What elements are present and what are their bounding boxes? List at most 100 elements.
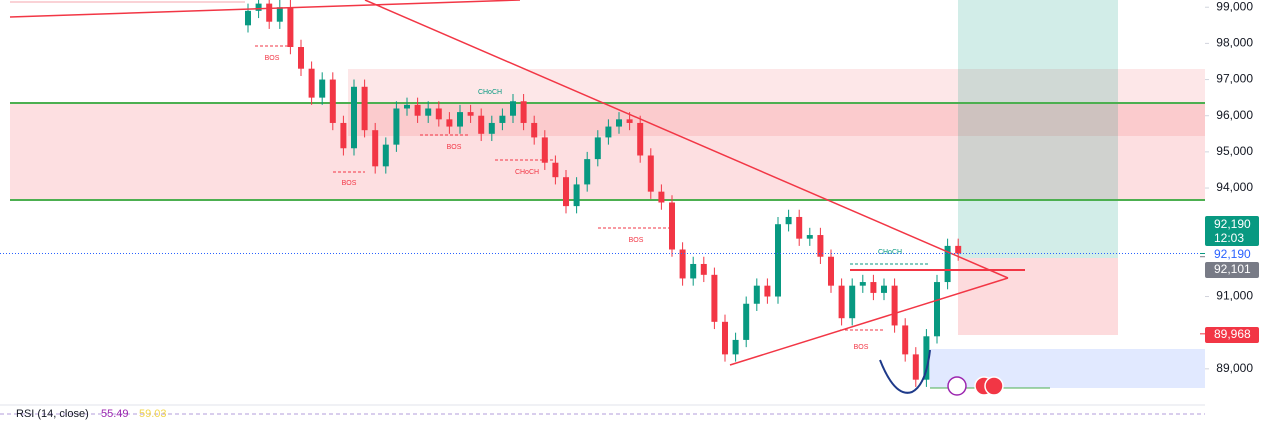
candle-body — [753, 285, 760, 304]
price-axis: 99,000 98,000 97,000 96,000 95,000 94,000 91,0… — [1205, 0, 1253, 375]
candle-body — [308, 68, 315, 98]
candle-body — [669, 202, 675, 250]
annotation: BOS — [447, 144, 462, 151]
candle-body — [499, 115, 506, 123]
mark-price-tag — [1205, 262, 1259, 278]
indicator-value: 59.03 — [139, 408, 167, 420]
candle-body — [287, 7, 294, 48]
candle-body — [382, 144, 389, 167]
annotation: CHoCH — [878, 249, 902, 256]
candle-body — [435, 108, 442, 120]
candle-body — [605, 126, 612, 138]
candle-body — [573, 184, 580, 207]
range-zone — [10, 104, 1205, 200]
y-tick-label: 98,000 — [1216, 36, 1253, 50]
last-price-label: 92,190 — [1214, 217, 1251, 231]
candle-body — [859, 282, 866, 286]
candle-body — [806, 235, 813, 239]
candle-body — [785, 216, 792, 225]
candle-body — [711, 274, 718, 322]
candle-body — [531, 122, 538, 138]
candle-body — [722, 321, 728, 355]
event-icon — [947, 376, 967, 396]
annotation: BOS — [854, 344, 869, 351]
candle-body — [944, 245, 951, 283]
candle-body — [637, 122, 644, 156]
candle-body — [266, 3, 273, 22]
candle-body — [934, 282, 940, 337]
annotation: BOS — [265, 55, 280, 62]
annotation: CHoCH — [478, 89, 502, 96]
candle-body — [912, 354, 919, 380]
candle-body — [764, 285, 771, 297]
target-zone — [958, 0, 1118, 258]
candle-body — [849, 285, 856, 319]
candle-body — [902, 325, 909, 355]
trend-line — [9, 0, 521, 18]
candle-body — [446, 119, 453, 127]
candle-body — [955, 245, 962, 254]
candle-body — [796, 216, 803, 239]
candle-body — [510, 101, 516, 116]
candle-body — [351, 86, 357, 149]
candle-body — [541, 137, 548, 163]
candle-body — [563, 177, 569, 207]
candle-body — [700, 263, 707, 275]
candle-body — [626, 119, 633, 123]
event-icon — [984, 376, 1004, 396]
y-tick-label: 89,000 — [1216, 361, 1253, 375]
candle-body — [923, 336, 930, 380]
candle-body — [552, 162, 559, 178]
countdown-label: 12:03 — [1214, 231, 1244, 245]
candle-body — [478, 115, 485, 134]
candle-body — [891, 285, 898, 326]
candle-body — [870, 282, 877, 293]
trend-line — [364, 0, 1009, 279]
y-tick-label: 97,000 — [1216, 72, 1253, 86]
candles — [245, 0, 962, 387]
indicator-value: 55.49 — [101, 408, 129, 420]
candle-body — [467, 112, 474, 116]
candle-body — [817, 235, 824, 257]
candle-body — [404, 104, 410, 109]
candle-body — [488, 122, 495, 134]
candle-body — [679, 249, 686, 279]
candle-body — [658, 191, 665, 203]
candle-body — [616, 119, 622, 127]
zones — [10, 0, 1205, 389]
y-tick-label: 94,000 — [1216, 180, 1253, 194]
demand-zone — [930, 349, 1205, 388]
candle-body — [594, 137, 601, 160]
annotations: BOS BOS BOS CHoCH CHoCH BOS CHoCH BOS — [265, 55, 902, 351]
candle-body — [255, 3, 262, 11]
price-tags: 92,190 12:03 92,190 92,101 89,968 — [1205, 216, 1259, 343]
trend-line — [729, 277, 1009, 366]
indicator-label: RSI (14, close) — [16, 408, 89, 420]
y-tick-label: 95,000 — [1216, 144, 1253, 158]
candle-body — [743, 303, 750, 340]
candle-body — [361, 86, 368, 131]
stop-price-label: 89,968 — [1214, 327, 1251, 341]
y-tick-label: 96,000 — [1216, 108, 1253, 122]
candle-body — [838, 285, 845, 319]
candle-body — [319, 79, 326, 98]
annotation: BOS — [342, 180, 357, 187]
event-icons — [947, 376, 1004, 396]
candle-body — [732, 339, 739, 355]
stop-price-tag — [1205, 327, 1259, 343]
candle-body — [393, 108, 400, 145]
candle-body — [372, 130, 379, 167]
last-price-tag — [1205, 216, 1259, 246]
candle-body — [584, 159, 591, 185]
candle-body — [425, 108, 432, 116]
annotation: CHoCH — [515, 169, 539, 176]
mark-price-label: 92,101 — [1214, 262, 1251, 276]
candle-body — [647, 155, 654, 192]
candle-body — [245, 10, 251, 26]
candle-body — [329, 79, 336, 123]
candle-body — [298, 47, 304, 69]
candle-body — [690, 263, 697, 279]
candle-body — [881, 285, 887, 293]
